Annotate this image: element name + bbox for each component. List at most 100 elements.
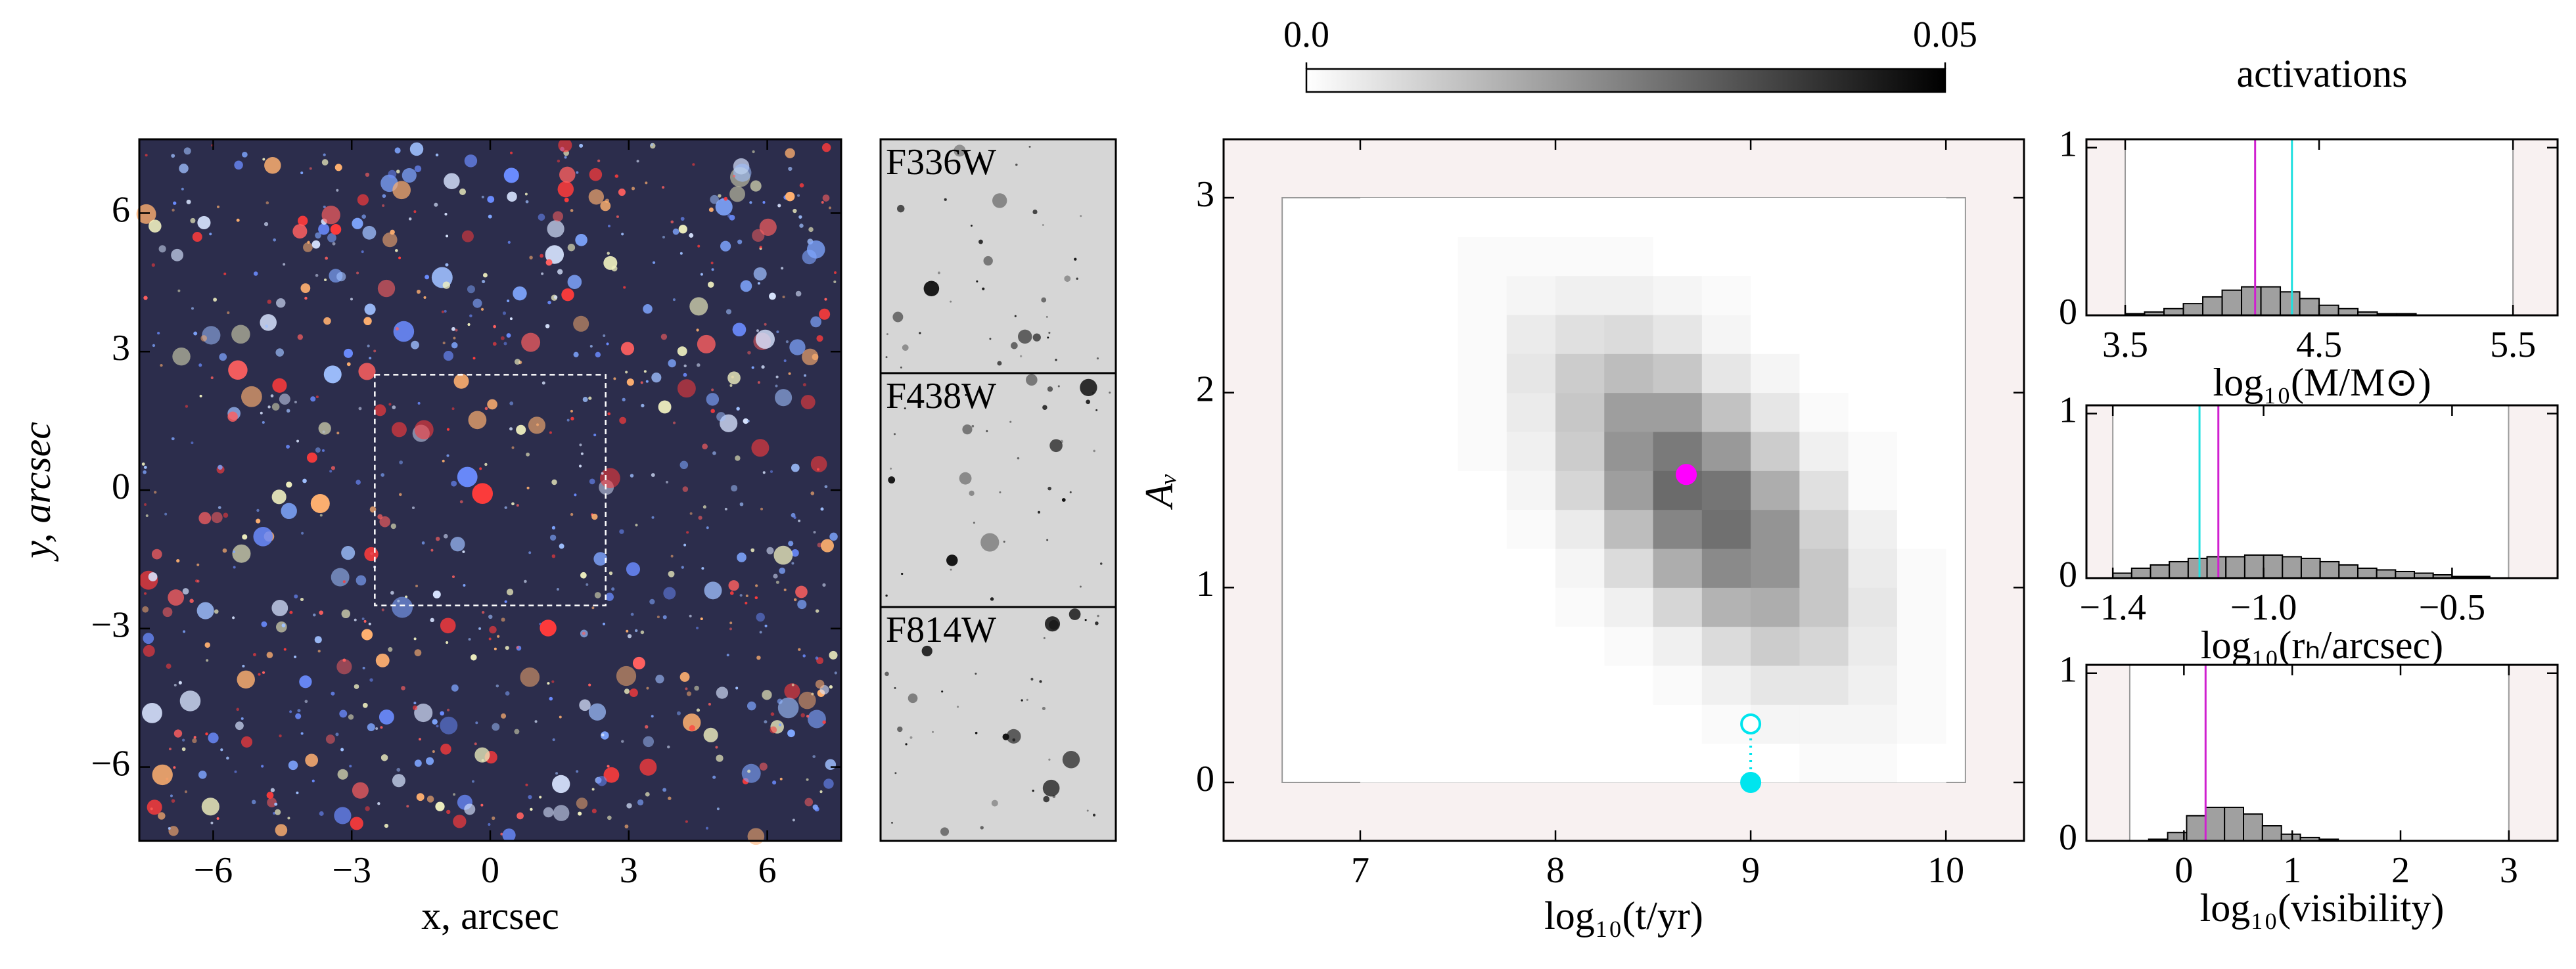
x-axis-label: log₁₀(visibility) [2200, 886, 2445, 930]
star [190, 217, 196, 223]
star [172, 347, 191, 366]
heat-cell [1653, 353, 1703, 394]
cutout-source [1046, 539, 1049, 541]
heat-cell [1653, 665, 1703, 705]
star [655, 675, 664, 684]
heat-cell [1506, 275, 1556, 315]
star [524, 192, 528, 196]
star [798, 691, 816, 710]
star [204, 642, 210, 648]
heat-cell [1360, 704, 1410, 744]
heat-cell [1799, 275, 1849, 315]
star [361, 250, 364, 254]
star [392, 181, 411, 200]
heat-cell [1897, 743, 1946, 783]
star [607, 252, 610, 255]
hist-bar [2280, 833, 2301, 842]
star [394, 147, 401, 154]
cutout-source [1080, 378, 1097, 397]
star [286, 445, 290, 449]
star [181, 747, 186, 752]
star [324, 279, 327, 282]
star [575, 234, 587, 246]
heat-cell [1360, 743, 1410, 783]
star [779, 723, 782, 727]
star [576, 171, 579, 174]
star [300, 283, 311, 294]
star [547, 682, 550, 685]
star [673, 421, 676, 424]
star [193, 736, 196, 739]
axes-frame [2085, 664, 2559, 842]
star [196, 563, 200, 566]
star [154, 491, 157, 494]
star [321, 449, 325, 452]
star [325, 256, 329, 260]
star [820, 507, 824, 511]
heat-cell [1604, 237, 1654, 277]
star [298, 215, 308, 226]
star [143, 465, 147, 469]
star [401, 686, 405, 690]
cutout-source [1097, 614, 1099, 618]
heat-cell [1799, 470, 1849, 510]
star [432, 719, 438, 725]
cutout-source [1086, 809, 1089, 812]
star [281, 503, 297, 520]
cutout-source [978, 239, 983, 244]
cutout-source [885, 595, 888, 597]
cutout-source [944, 198, 947, 201]
star [459, 500, 463, 504]
star [793, 516, 796, 519]
star [635, 524, 638, 527]
star [528, 795, 532, 800]
x-tick-label: −1.4 [2079, 587, 2146, 628]
heat-cell [1701, 198, 1751, 237]
star [551, 479, 557, 485]
star [517, 812, 524, 820]
star [570, 417, 574, 420]
star [160, 363, 163, 367]
star [266, 652, 273, 658]
x-tick-label: 0 [481, 850, 499, 891]
star [484, 407, 488, 411]
heat-cell [1506, 587, 1556, 627]
star [788, 166, 793, 171]
hist-bar [2130, 567, 2151, 579]
star [440, 711, 445, 716]
star [358, 407, 362, 411]
hist-bar [2187, 557, 2208, 579]
star [621, 233, 624, 236]
star [623, 286, 626, 289]
star [406, 805, 409, 808]
star [329, 470, 333, 473]
star [253, 271, 258, 276]
heat-cell [1409, 509, 1458, 549]
star [603, 767, 620, 783]
star [453, 336, 456, 340]
star [525, 200, 529, 204]
cutout-source [980, 533, 1000, 552]
heat-cell [1653, 432, 1703, 471]
star [651, 473, 655, 478]
star [222, 548, 227, 553]
star [815, 656, 819, 660]
star [775, 375, 779, 378]
prior-range [2113, 405, 2509, 578]
star [390, 229, 395, 235]
star [570, 512, 574, 516]
hist-bar [2357, 567, 2378, 579]
x-tick-label: 5.5 [2490, 325, 2536, 365]
cutout-source [923, 281, 940, 297]
cutout-source [1047, 336, 1049, 339]
star [356, 271, 359, 275]
star [621, 740, 624, 743]
prior-range [2125, 139, 2514, 315]
cutout-source [1021, 699, 1023, 702]
star [462, 550, 465, 553]
star [616, 215, 619, 218]
star [561, 288, 574, 302]
star [271, 489, 287, 505]
star [787, 729, 795, 738]
star [442, 342, 446, 345]
